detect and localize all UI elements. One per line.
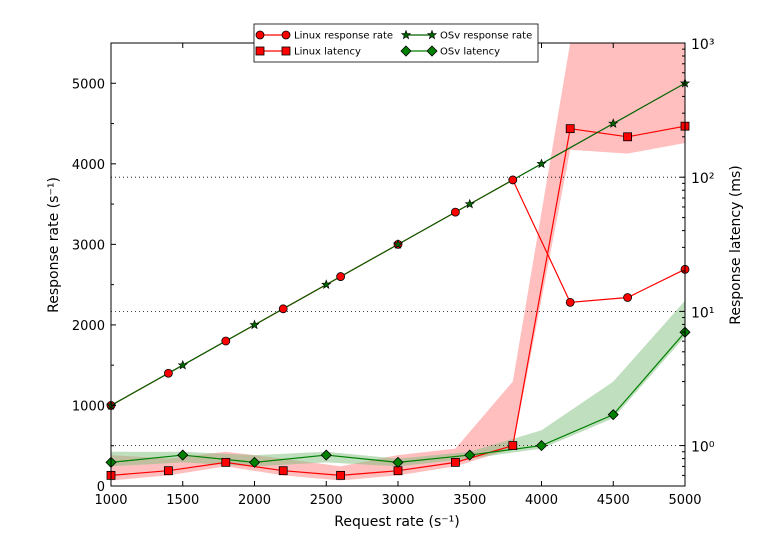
legend-label-0: Linux response rate <box>294 31 393 42</box>
x-tick-label-2: 2000 <box>238 493 271 508</box>
band-3 <box>111 300 685 467</box>
y-right-tick-label-3: 10³ <box>691 37 714 53</box>
legend-marker-a-0 <box>255 30 265 40</box>
marker-0-2 <box>221 336 231 346</box>
marker-3-7 <box>607 409 619 421</box>
marker-1-6 <box>450 457 460 467</box>
legend-marker-a-1 <box>255 46 265 56</box>
x-tick-label-0: 1000 <box>94 493 127 508</box>
marker-2-4 <box>392 239 404 249</box>
legend: Linux response rate Linux latency OSv resp… <box>253 23 539 63</box>
marker-0-7 <box>508 175 518 185</box>
marker-2-1 <box>177 359 188 370</box>
marker-0-1 <box>163 368 173 378</box>
marker-2-3 <box>321 279 332 289</box>
y-left-tick-label-1: 1000 <box>72 399 105 414</box>
legend-label-1: Linux latency <box>294 47 361 58</box>
x-tick-label-7: 4500 <box>597 493 630 508</box>
x-tick-label-4: 3000 <box>381 493 414 508</box>
marker-1-1 <box>163 466 173 476</box>
y-axis-label-right: Response latency (ms) <box>728 165 744 324</box>
legend-label-2: OSv response rate <box>440 31 532 42</box>
series-line-0 <box>110 179 686 406</box>
legend-label-3: OSv latency <box>440 47 500 58</box>
marker-3-4 <box>392 456 404 468</box>
marker-1-9 <box>623 132 632 142</box>
legend-marker-a-3 <box>400 45 412 57</box>
legend-box <box>253 23 539 63</box>
y-left-tick-label-3: 3000 <box>72 238 105 253</box>
marker-3-5 <box>464 449 476 461</box>
legend-marker-a-2 <box>400 29 412 40</box>
marker-0-8 <box>565 297 575 307</box>
marker-1-3 <box>278 466 288 476</box>
marker-0-9 <box>623 293 632 302</box>
y-right-tick-label-1: 10¹ <box>691 305 714 321</box>
axes <box>110 42 686 487</box>
marker-0-6 <box>450 207 460 217</box>
legend-marker-b-0 <box>281 30 291 40</box>
y-left-tick-label-5: 5000 <box>72 77 105 92</box>
marker-1-2 <box>221 457 231 467</box>
x-tick-label-6: 4000 <box>525 493 558 508</box>
x-axis-label: Request rate (s⁻¹) <box>334 514 459 530</box>
marker-2-5 <box>464 198 475 209</box>
x-tick-label-8: 5000 <box>668 493 701 508</box>
marker-3-6 <box>535 440 548 452</box>
marker-0-3 <box>278 304 288 314</box>
y-right-tick-label-0: 10⁰ <box>691 440 715 456</box>
legend-marker-b-2 <box>426 29 438 40</box>
marker-1-7 <box>508 441 518 451</box>
y-right-tick-label-2: 10² <box>691 171 714 187</box>
y-left-tick-label-2: 2000 <box>72 319 105 334</box>
marker-3-2 <box>248 456 261 468</box>
legend-marker-b-3 <box>426 45 438 57</box>
tick-labels: 1000 1500 2000 2500 3000 3500 4000 4500 50000100… <box>72 37 715 508</box>
marker-2-6 <box>536 158 547 169</box>
marker-3-1 <box>177 449 189 461</box>
confidence-bands <box>111 43 685 481</box>
marker-2-7 <box>608 118 619 128</box>
x-tick-label-3: 2500 <box>310 493 343 508</box>
y-left-tick-label-4: 4000 <box>72 158 105 173</box>
series-markers <box>105 77 691 480</box>
y-axis-label-left: Response rate (s⁻¹) <box>46 177 62 313</box>
marker-1-8 <box>565 124 575 134</box>
y-left-tick-label-0: 0 <box>97 480 105 495</box>
marker-3-3 <box>320 449 332 461</box>
marker-2-2 <box>249 319 260 330</box>
legend-marker-b-1 <box>281 46 291 56</box>
x-tick-label-5: 3500 <box>453 493 486 508</box>
x-tick-label-1: 1500 <box>166 493 199 508</box>
marker-0-4 <box>336 272 346 281</box>
band-1 <box>111 43 685 481</box>
marker-1-4 <box>336 470 346 480</box>
